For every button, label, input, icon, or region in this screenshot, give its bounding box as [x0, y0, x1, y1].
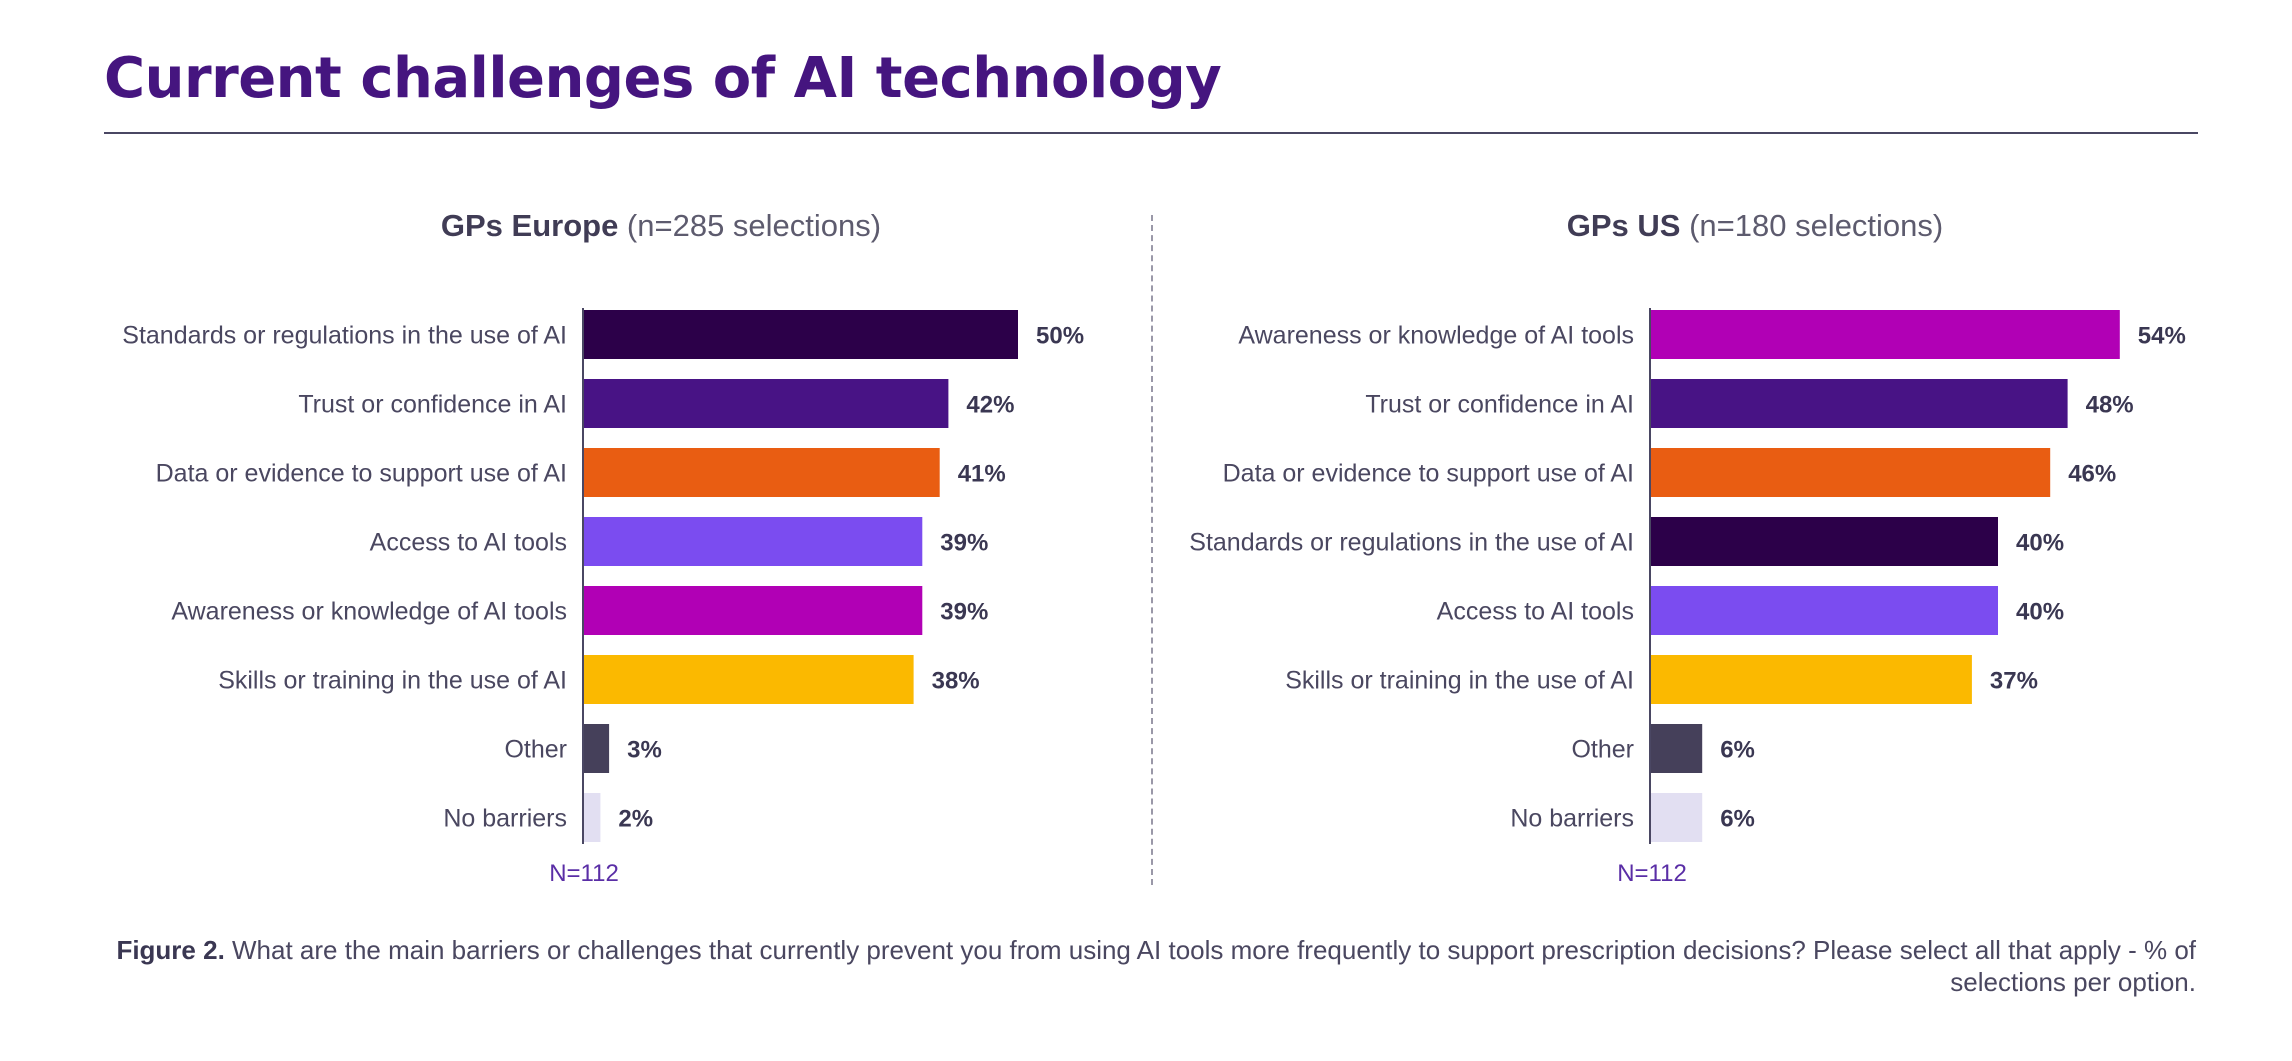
us-value-label-1: 54% — [2138, 323, 2186, 350]
us-category-label-7: Other — [1571, 736, 1634, 764]
europe-bar-8 — [583, 793, 601, 842]
europe-value-label-3: 41% — [958, 461, 1006, 488]
europe-bar-3 — [583, 448, 940, 497]
europe-bar-5 — [583, 586, 923, 635]
us-bar-6 — [1650, 655, 1972, 704]
us-bar-3 — [1650, 448, 2051, 497]
panel-divider — [1151, 215, 1153, 885]
figure-caption: Figure 2. What are the main barriers or … — [116, 934, 2196, 998]
europe-category-label-8: No barriers — [443, 805, 567, 833]
panel-title-europe: GPs Europe (n=285 selections) — [441, 208, 881, 244]
panel-title-europe-bold: GPs Europe — [440, 208, 619, 243]
us-value-label-8: 6% — [1720, 806, 1755, 833]
europe-category-label-6: Skills or training in the use of AI — [218, 667, 567, 695]
europe-bar-4 — [583, 517, 923, 566]
europe-category-label-5: Awareness or knowledge of AI tools — [171, 598, 567, 626]
us-bar-2 — [1650, 379, 2068, 428]
caption-label: Figure 2. — [116, 935, 225, 965]
us-bar-1 — [1650, 310, 2120, 359]
us-value-label-6: 37% — [1990, 668, 2038, 695]
bar-charts: Standards or regulations in the use of A… — [122, 308, 2186, 844]
caption-text: What are the main barriers or challenges… — [224, 935, 2196, 997]
us-category-label-8: No barriers — [1510, 805, 1634, 833]
us-value-label-3: 46% — [2068, 461, 2116, 488]
europe-category-label-4: Access to AI tools — [370, 529, 567, 557]
europe-value-label-5: 39% — [940, 599, 988, 626]
panel-title-us-bold: GPs US — [1566, 208, 1681, 243]
page-title: Current challenges of AI technology — [104, 46, 1222, 111]
panel-title-europe-rest: (n=285 selections) — [618, 208, 882, 243]
europe-bar-7 — [583, 724, 610, 773]
europe-value-label-8: 2% — [618, 806, 653, 833]
us-category-label-5: Access to AI tools — [1437, 598, 1634, 626]
europe-category-label-7: Other — [504, 736, 567, 764]
us-value-label-5: 40% — [2016, 599, 2064, 626]
europe-value-label-2: 42% — [966, 392, 1014, 419]
us-value-label-4: 40% — [2016, 530, 2064, 557]
n-label-europe: N=112 — [549, 860, 619, 887]
panel-title-us: GPs US (n=180 selections) — [1567, 208, 1944, 244]
europe-value-label-6: 38% — [932, 668, 980, 695]
us-bar-8 — [1650, 793, 1703, 842]
us-value-label-7: 6% — [1720, 737, 1755, 764]
us-category-label-4: Standards or regulations in the use of A… — [1189, 529, 1634, 557]
europe-bar-1 — [583, 310, 1018, 359]
us-category-label-6: Skills or training in the use of AI — [1285, 667, 1634, 695]
europe-category-label-2: Trust or confidence in AI — [298, 391, 567, 419]
n-label-us: N=112 — [1617, 860, 1687, 887]
europe-category-label-3: Data or evidence to support use of AI — [156, 460, 567, 488]
us-category-label-2: Trust or confidence in AI — [1365, 391, 1634, 419]
us-bar-5 — [1650, 586, 1998, 635]
europe-value-label-4: 39% — [940, 530, 988, 557]
us-value-label-2: 48% — [2086, 392, 2134, 419]
europe-category-label-1: Standards or regulations in the use of A… — [122, 322, 567, 350]
europe-value-label-1: 50% — [1036, 323, 1084, 350]
panel-title-us-rest: (n=180 selections) — [1680, 208, 1944, 243]
europe-bar-6 — [583, 655, 914, 704]
us-bar-4 — [1650, 517, 1998, 566]
us-category-label-1: Awareness or knowledge of AI tools — [1238, 322, 1634, 350]
us-bar-7 — [1650, 724, 1703, 773]
europe-bar-2 — [583, 379, 949, 428]
us-category-label-3: Data or evidence to support use of AI — [1223, 460, 1634, 488]
title-divider — [104, 132, 2198, 134]
europe-value-label-7: 3% — [627, 737, 662, 764]
